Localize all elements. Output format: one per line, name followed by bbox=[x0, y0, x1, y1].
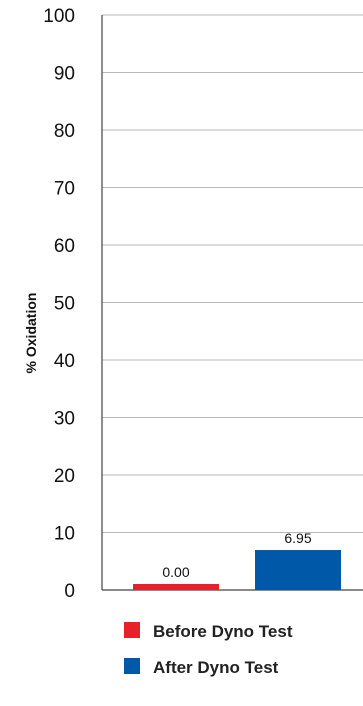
y-tick-labels: 0 10 20 30 40 50 60 70 80 90 100 bbox=[43, 6, 75, 602]
y-tick-label: 70 bbox=[54, 179, 75, 200]
bar-before-dyno-test bbox=[133, 584, 219, 590]
legend-label: Before Dyno Test bbox=[153, 622, 293, 641]
y-tick-label: 20 bbox=[54, 466, 75, 487]
legend-label: After Dyno Test bbox=[153, 658, 279, 677]
y-tick-label: 60 bbox=[54, 236, 75, 257]
data-label: 0.00 bbox=[162, 564, 189, 580]
y-tick-label: 90 bbox=[54, 64, 75, 85]
y-tick-label: 100 bbox=[43, 6, 75, 27]
data-label: 6.95 bbox=[284, 530, 311, 546]
gridlines bbox=[102, 14, 363, 533]
legend-swatch bbox=[124, 622, 140, 638]
y-axis-label: % Oxidation bbox=[23, 293, 39, 374]
y-tick-label: 40 bbox=[54, 351, 75, 372]
legend: Before Dyno Test After Dyno Test bbox=[124, 622, 293, 677]
bars bbox=[133, 550, 341, 590]
data-labels: 0.00 6.95 bbox=[162, 530, 311, 580]
y-tick-label: 80 bbox=[54, 121, 75, 142]
legend-swatch bbox=[124, 658, 140, 674]
y-tick-label: 10 bbox=[54, 524, 75, 545]
y-tick-label: 50 bbox=[54, 294, 75, 315]
y-tick-label: 30 bbox=[54, 409, 75, 430]
bar-after-dyno-test bbox=[255, 550, 341, 590]
y-tick-label: 0 bbox=[64, 581, 75, 602]
